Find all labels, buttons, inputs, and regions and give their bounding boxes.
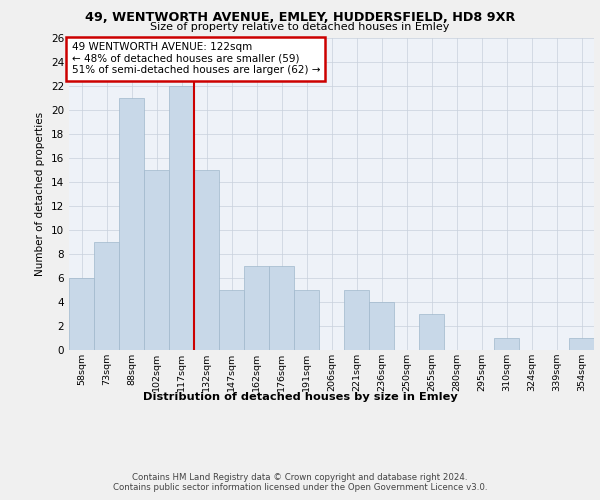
Bar [194,170,219,350]
Bar [144,170,169,350]
Bar [219,290,244,350]
Bar [119,98,144,350]
Bar [244,266,269,350]
Bar [269,266,294,350]
Bar [69,278,94,350]
Y-axis label: Number of detached properties: Number of detached properties [35,112,46,276]
Bar [169,86,194,350]
Text: Size of property relative to detached houses in Emley: Size of property relative to detached ho… [151,22,449,32]
Text: Distribution of detached houses by size in Emley: Distribution of detached houses by size … [143,392,457,402]
Text: 49, WENTWORTH AVENUE, EMLEY, HUDDERSFIELD, HD8 9XR: 49, WENTWORTH AVENUE, EMLEY, HUDDERSFIEL… [85,11,515,24]
Bar [494,338,519,350]
Text: 49 WENTWORTH AVENUE: 122sqm
← 48% of detached houses are smaller (59)
51% of sem: 49 WENTWORTH AVENUE: 122sqm ← 48% of det… [71,42,320,76]
Bar [94,242,119,350]
Bar [294,290,319,350]
Bar [569,338,594,350]
Bar [419,314,444,350]
Text: Contains HM Land Registry data © Crown copyright and database right 2024.
Contai: Contains HM Land Registry data © Crown c… [113,472,487,492]
Bar [369,302,394,350]
Bar [344,290,369,350]
